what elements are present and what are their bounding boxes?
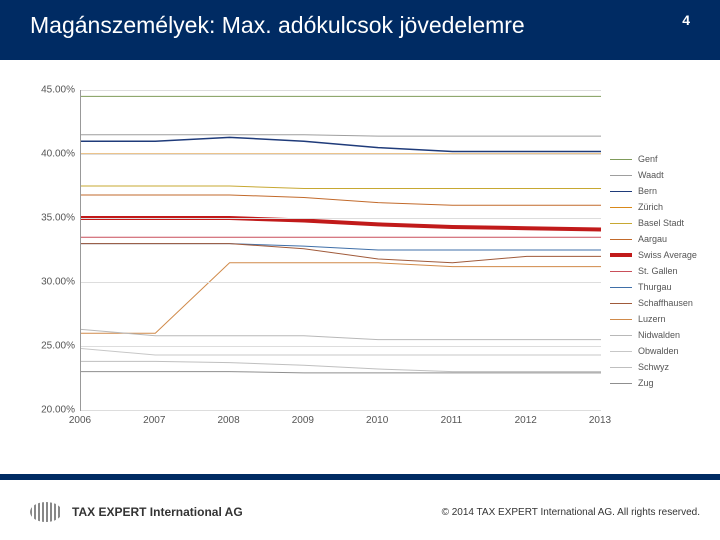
x-axis-label: 2013 <box>589 415 611 426</box>
legend-swatch <box>610 253 632 257</box>
gridline <box>81 346 601 347</box>
legend-label: Zürich <box>638 202 663 212</box>
globe-icon <box>30 502 62 522</box>
legend-label: Zug <box>638 378 654 388</box>
series-line <box>81 361 601 371</box>
legend-swatch <box>610 367 632 368</box>
legend-item: Obwalden <box>610 344 697 358</box>
series-line <box>81 186 601 189</box>
legend-swatch <box>610 223 632 224</box>
legend-swatch <box>610 191 632 192</box>
logo-block: TAX EXPERT International AG <box>30 502 243 522</box>
legend-label: Luzern <box>638 314 666 324</box>
legend-swatch <box>610 287 632 288</box>
legend-label: Thurgau <box>638 282 672 292</box>
footer: TAX EXPERT International AG © 2014 TAX E… <box>30 502 700 522</box>
chart-container: Genf Waadt Bern Zürich Basel Stadt Aargau Swis… <box>20 90 700 440</box>
legend-label: Swiss Average <box>638 250 697 260</box>
legend-label: Waadt <box>638 170 664 180</box>
series-line <box>81 263 601 333</box>
x-axis-label: 2006 <box>69 415 91 426</box>
legend-label: Aargau <box>638 234 667 244</box>
legend-swatch <box>610 175 632 176</box>
series-line <box>81 135 601 136</box>
gridline <box>81 154 601 155</box>
legend-swatch <box>610 351 632 352</box>
gridline <box>81 218 601 219</box>
legend-item: Schaffhausen <box>610 296 697 310</box>
x-axis-label: 2009 <box>292 415 314 426</box>
legend-item: Nidwalden <box>610 328 697 342</box>
legend-swatch <box>610 303 632 304</box>
y-axis-label: 20.00% <box>20 405 75 416</box>
legend-item: Basel Stadt <box>610 216 697 230</box>
x-axis-label: 2010 <box>366 415 388 426</box>
header-bar: Magánszemélyek: Max. adókulcsok jövedele… <box>0 0 720 60</box>
legend-item: Waadt <box>610 168 697 182</box>
series-line <box>81 244 601 263</box>
company-name: TAX EXPERT International AG <box>72 505 243 519</box>
y-axis-label: 25.00% <box>20 341 75 352</box>
series-line <box>81 329 601 339</box>
y-axis-label: 30.00% <box>20 277 75 288</box>
x-axis-label: 2007 <box>143 415 165 426</box>
series-line <box>81 137 601 151</box>
legend-swatch <box>610 159 632 160</box>
legend-swatch <box>610 239 632 240</box>
series-line <box>81 195 601 205</box>
legend-item: Zug <box>610 376 697 390</box>
page-number: 4 <box>682 12 690 28</box>
legend-item: Thurgau <box>610 280 697 294</box>
legend-item: Bern <box>610 184 697 198</box>
legend-item: Genf <box>610 152 697 166</box>
legend-swatch <box>610 383 632 384</box>
gridline <box>81 410 601 411</box>
legend-item: Swiss Average <box>610 248 697 262</box>
legend-swatch <box>610 335 632 336</box>
legend-item: Schwyz <box>610 360 697 374</box>
legend-label: Schaffhausen <box>638 298 693 308</box>
y-axis-label: 45.00% <box>20 85 75 96</box>
legend-label: Genf <box>638 154 658 164</box>
legend-label: Schwyz <box>638 362 669 372</box>
legend: Genf Waadt Bern Zürich Basel Stadt Aargau Swis… <box>610 150 697 392</box>
legend-swatch <box>610 319 632 320</box>
legend-swatch <box>610 271 632 272</box>
legend-item: Aargau <box>610 232 697 246</box>
y-axis-label: 40.00% <box>20 149 75 160</box>
legend-label: Obwalden <box>638 346 679 356</box>
legend-label: Basel Stadt <box>638 218 684 228</box>
legend-label: Bern <box>638 186 657 196</box>
x-axis-label: 2011 <box>441 415 463 426</box>
series-line <box>81 218 601 230</box>
legend-item: Zürich <box>610 200 697 214</box>
legend-item: St. Gallen <box>610 264 697 278</box>
y-axis-label: 35.00% <box>20 213 75 224</box>
line-series-svg <box>81 90 601 410</box>
series-line <box>81 349 601 355</box>
series-line <box>81 244 601 250</box>
legend-item: Luzern <box>610 312 697 326</box>
x-axis-label: 2012 <box>515 415 537 426</box>
gridline <box>81 90 601 91</box>
footer-divider <box>0 474 720 480</box>
copyright-text: © 2014 TAX EXPERT International AG. All … <box>442 507 700 518</box>
page-title: Magánszemélyek: Max. adókulcsok jövedele… <box>30 12 525 38</box>
plot-area <box>80 90 601 411</box>
legend-swatch <box>610 207 632 208</box>
legend-label: Nidwalden <box>638 330 680 340</box>
x-axis-label: 2008 <box>217 415 239 426</box>
legend-label: St. Gallen <box>638 266 678 276</box>
gridline <box>81 282 601 283</box>
